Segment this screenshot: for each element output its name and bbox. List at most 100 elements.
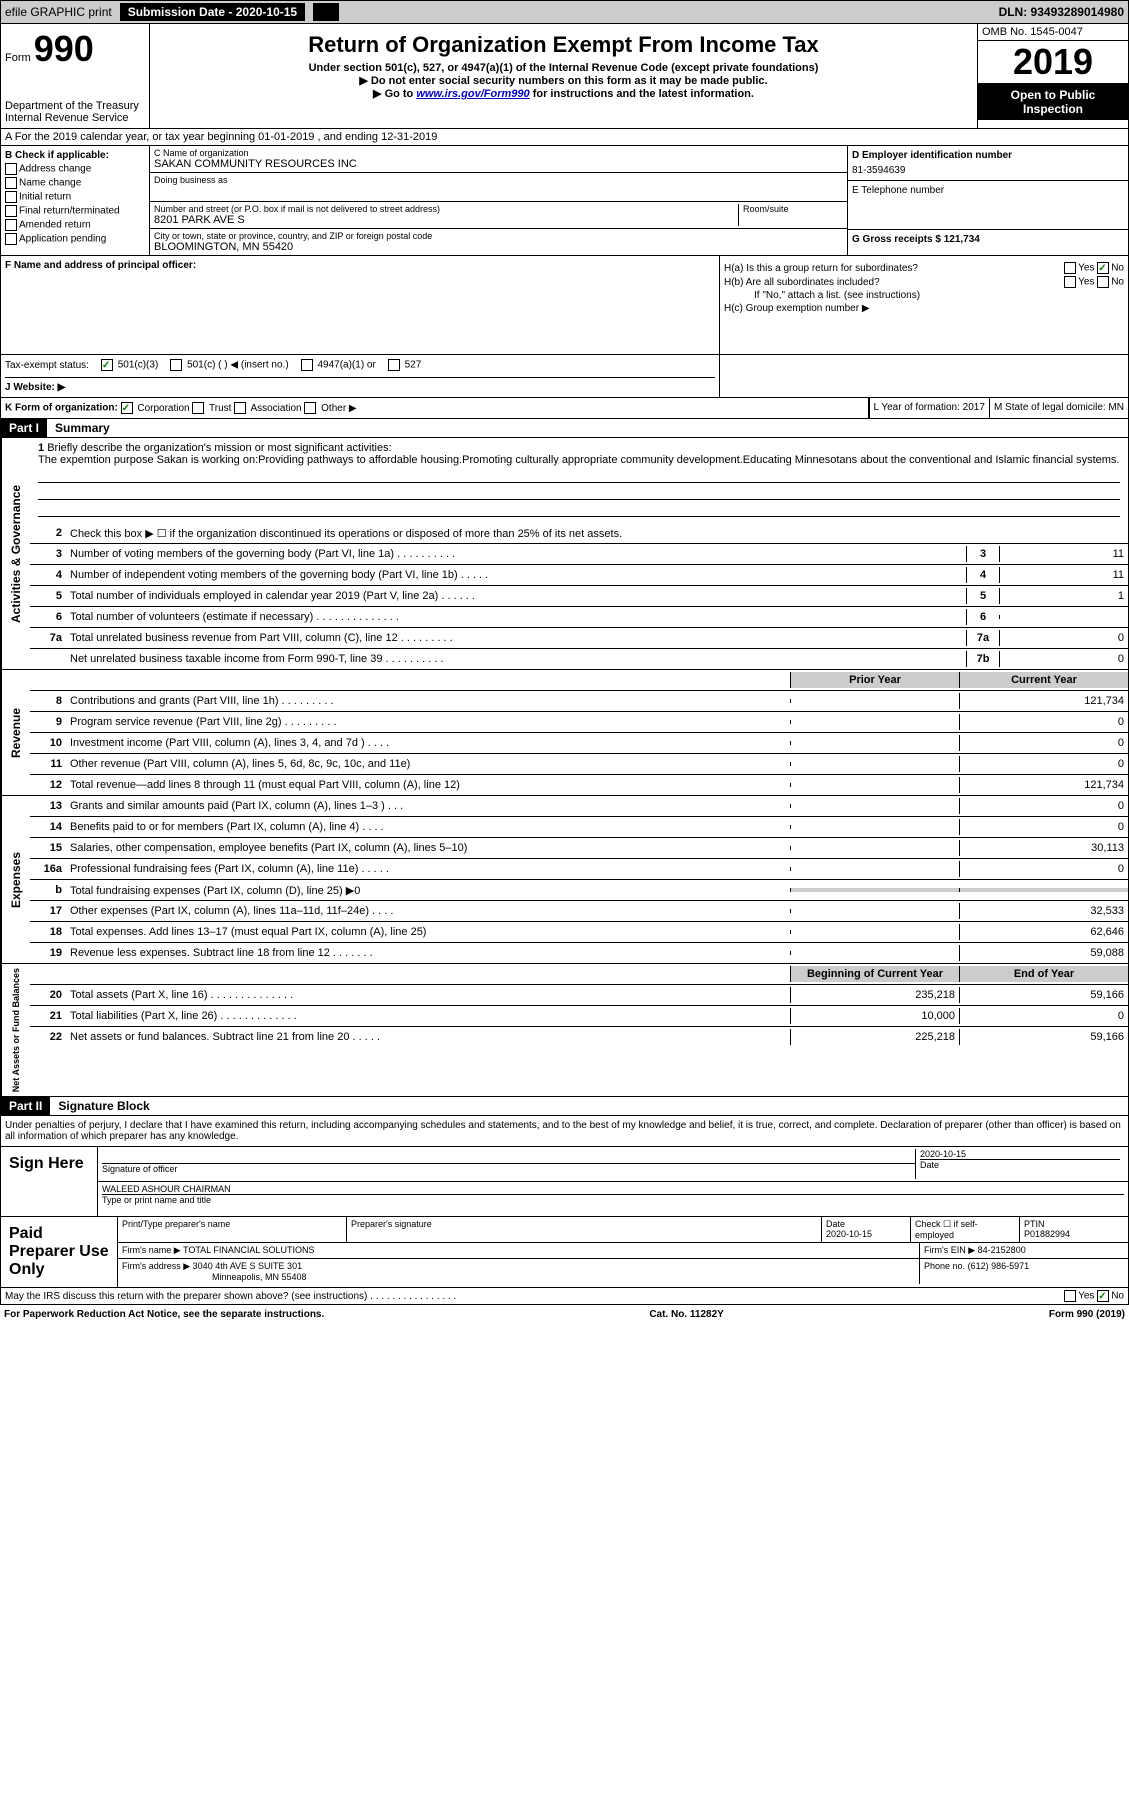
discuss-row: May the IRS discuss this return with the… <box>0 1288 1129 1305</box>
prep-ptin-cell: PTIN P01882994 <box>1020 1217 1128 1242</box>
form-note1: ▶ Do not enter social security numbers o… <box>154 74 973 87</box>
ag-line-1: 3Number of voting members of the governi… <box>30 544 1128 565</box>
ag-line-3: 5Total number of individuals employed in… <box>30 586 1128 607</box>
firm-name-cell: Firm's name ▶ TOTAL FINANCIAL SOLUTIONS <box>118 1243 920 1258</box>
form-note2: ▶ Go to www.irs.gov/Form990 for instruct… <box>154 87 973 100</box>
check-address-change[interactable]: Address change <box>5 163 145 175</box>
mission-description: 1 Briefly describe the organization's mi… <box>30 438 1128 523</box>
efile-label: efile GRAPHIC print <box>5 5 112 19</box>
h-b-note: If "No," attach a list. (see instruction… <box>724 290 1124 301</box>
cat-number: Cat. No. 11282Y <box>649 1309 723 1320</box>
check-name-change[interactable]: Name change <box>5 177 145 189</box>
form-id-box: Form 990 Department of the Treasury Inte… <box>1 24 150 128</box>
dln-label: DLN: 93493289014980 <box>999 5 1124 19</box>
irs-link[interactable]: www.irs.gov/Form990 <box>416 88 529 100</box>
begin-year-header: Beginning of Current Year <box>790 966 959 982</box>
revenue-line-1: 9Program service revenue (Part VIII, lin… <box>30 712 1128 733</box>
side-label-expenses: Expenses <box>1 796 30 963</box>
expense-line-3: 16aProfessional fundraising fees (Part I… <box>30 859 1128 880</box>
state-domicile: M State of legal domicile: MN <box>989 398 1128 418</box>
check-application-pending[interactable]: Application pending <box>5 233 145 245</box>
prep-name-cell: Print/Type preparer's name <box>118 1217 347 1242</box>
revenue-section: Revenue Prior Year Current Year 8Contrib… <box>0 670 1129 796</box>
check-4947[interactable]: 4947(a)(1) or <box>301 359 376 371</box>
h-a-item: H(a) Is this a group return for subordin… <box>724 262 1124 274</box>
side-label-ag: Activities & Governance <box>1 438 30 669</box>
sig-name-field: WALEED ASHOUR CHAIRMAN Type or print nam… <box>102 1184 1124 1214</box>
irs-label: Internal Revenue Service <box>5 112 145 124</box>
form-footer: Form 990 (2019) <box>1049 1309 1125 1320</box>
net-assets-section: Net Assets or Fund Balances Beginning of… <box>0 964 1129 1097</box>
footer-row: For Paperwork Reduction Act Notice, see … <box>0 1305 1129 1324</box>
col-b-checkboxes: B Check if applicable: Address change Na… <box>1 146 150 255</box>
expenses-section: Expenses 13Grants and similar amounts pa… <box>0 796 1129 964</box>
h-b-item: H(b) Are all subordinates included? Yes … <box>724 276 1124 288</box>
check-other[interactable]: Other ▶ <box>304 403 356 414</box>
current-year-header: Current Year <box>959 672 1128 688</box>
ag-line-6: Net unrelated business taxable income fr… <box>30 649 1128 669</box>
col-right-ein: D Employer identification number 81-3594… <box>848 146 1128 255</box>
revenue-line-3: 11Other revenue (Part VIII, column (A), … <box>30 754 1128 775</box>
col-cd-org-info: C Name of organization SAKAN COMMUNITY R… <box>150 146 848 255</box>
principal-officer: F Name and address of principal officer: <box>1 256 720 354</box>
part1-header-row: Part I Summary <box>0 419 1129 438</box>
website-field: J Website: ▶ <box>5 377 715 393</box>
h-c-item: H(c) Group exemption number ▶ <box>724 303 1124 314</box>
year-header-row: Prior Year Current Year <box>30 670 1128 691</box>
tax-status-right <box>720 355 1128 397</box>
ag-line-2: 4Number of independent voting members of… <box>30 565 1128 586</box>
check-527[interactable]: 527 <box>388 359 421 371</box>
side-label-revenue: Revenue <box>1 670 30 795</box>
tax-status-row: Tax-exempt status: ✓ 501(c)(3) 501(c) ( … <box>0 355 1129 398</box>
main-info-block: B Check if applicable: Address change Na… <box>0 146 1129 256</box>
check-501c[interactable]: 501(c) ( ) ◀ (insert no.) <box>170 359 288 371</box>
paid-preparer-section: Paid Preparer Use Only Print/Type prepar… <box>0 1217 1129 1288</box>
part2-label: Part II <box>1 1097 50 1115</box>
net-header-row: Beginning of Current Year End of Year <box>30 964 1128 985</box>
submission-date-button[interactable]: Submission Date - 2020-10-15 <box>120 3 305 21</box>
prep-selfemp-cell: Check ☐ if self-employed <box>911 1217 1020 1242</box>
top-bar: efile GRAPHIC print Submission Date - 20… <box>0 0 1129 24</box>
net-line-1: 21Total liabilities (Part X, line 26) . … <box>30 1006 1128 1027</box>
open-public-label: Open to Public Inspection <box>978 84 1128 120</box>
paid-preparer-label: Paid Preparer Use Only <box>1 1217 118 1287</box>
check-initial-return[interactable]: Initial return <box>5 191 145 203</box>
tax-status-left: Tax-exempt status: ✓ 501(c)(3) 501(c) ( … <box>1 355 720 397</box>
ag-line-4: 6Total number of volunteers (estimate if… <box>30 607 1128 628</box>
row-f-h: F Name and address of principal officer:… <box>0 256 1129 355</box>
check-501c3[interactable]: ✓ 501(c)(3) <box>101 359 158 371</box>
expense-line-1: 14Benefits paid to or for members (Part … <box>30 817 1128 838</box>
signature-disclaimer: Under penalties of perjury, I declare th… <box>0 1116 1129 1147</box>
activities-governance-section: Activities & Governance 1 Briefly descri… <box>0 438 1129 670</box>
part2-header-row: Part II Signature Block <box>0 1097 1129 1116</box>
part1-title: Summary <box>47 419 118 437</box>
part2-title: Signature Block <box>50 1097 157 1115</box>
check-amended-return[interactable]: Amended return <box>5 219 145 231</box>
ag-line-0: 2Check this box ▶ ☐ if the organization … <box>30 523 1128 544</box>
header-right: OMB No. 1545-0047 2019 Open to Public In… <box>978 24 1128 128</box>
revenue-line-0: 8Contributions and grants (Part VIII, li… <box>30 691 1128 712</box>
col-b-header: B Check if applicable: <box>5 150 145 161</box>
section-a: A For the 2019 calendar year, or tax yea… <box>0 129 1129 146</box>
part1-label: Part I <box>1 419 47 437</box>
form-header: Form 990 Department of the Treasury Inte… <box>0 24 1129 129</box>
tax-year: 2019 <box>978 41 1128 84</box>
prior-year-header: Prior Year <box>790 672 959 688</box>
check-corporation[interactable]: ✓ Corporation <box>121 403 190 414</box>
expense-line-0: 13Grants and similar amounts paid (Part … <box>30 796 1128 817</box>
phone-field: E Telephone number <box>848 181 1128 230</box>
ein-field: D Employer identification number 81-3594… <box>848 146 1128 181</box>
side-label-net: Net Assets or Fund Balances <box>1 964 30 1096</box>
check-final-return[interactable]: Final return/terminated <box>5 205 145 217</box>
check-trust[interactable]: Trust <box>192 403 231 414</box>
blank-button[interactable] <box>313 3 339 21</box>
check-association[interactable]: Association <box>234 403 301 414</box>
sig-date-field: 2020-10-15 Date <box>915 1149 1124 1179</box>
form-title: Return of Organization Exempt From Incom… <box>154 32 973 58</box>
firm-phone-cell: Phone no. (612) 986-5971 <box>920 1259 1128 1284</box>
form-of-org: K Form of organization: ✓ Corporation Tr… <box>1 398 869 418</box>
expense-line-5: 17Other expenses (Part IX, column (A), l… <box>30 901 1128 922</box>
dept-label: Department of the Treasury <box>5 100 145 112</box>
header-center: Return of Organization Exempt From Incom… <box>150 24 978 128</box>
net-line-0: 20Total assets (Part X, line 16) . . . .… <box>30 985 1128 1006</box>
